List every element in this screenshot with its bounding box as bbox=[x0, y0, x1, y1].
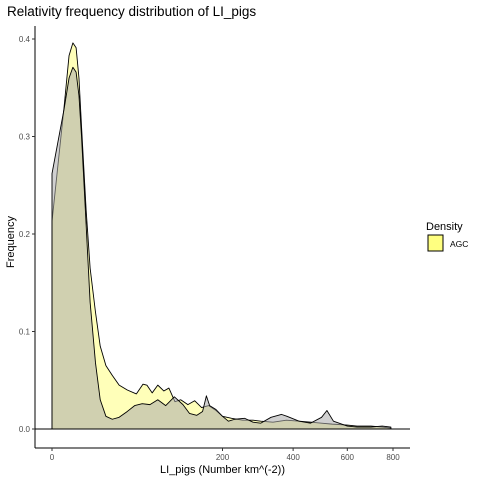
x-tick-label: 600 bbox=[341, 453, 355, 462]
x-tick-label: 200 bbox=[216, 453, 230, 462]
y-tick-label: 0.3 bbox=[19, 133, 31, 142]
density-area-1 bbox=[51, 42, 392, 430]
x-tick-label: 0 bbox=[50, 453, 55, 462]
x-tick-label: 800 bbox=[386, 453, 400, 462]
legend-key-agc bbox=[427, 234, 444, 252]
density-series bbox=[51, 42, 392, 430]
y-tick-label: 0.2 bbox=[19, 230, 31, 239]
y-axis-ticks: 0.0 0.1 0.2 0.3 0.4 bbox=[19, 35, 35, 434]
y-axis-title: Frequency bbox=[5, 216, 17, 268]
y-tick-label: 0.1 bbox=[19, 328, 31, 337]
density-area-2 bbox=[51, 66, 392, 430]
legend: Density AGC bbox=[426, 221, 468, 252]
legend-label-agc: AGC bbox=[450, 239, 468, 249]
legend-title: Density bbox=[426, 221, 463, 233]
x-axis-title: LI_pigs (Number km^(-2)) bbox=[160, 464, 285, 476]
x-axis-ticks: 0 200 400 600 800 bbox=[50, 448, 400, 462]
x-tick-label: 400 bbox=[286, 453, 300, 462]
y-tick-label: 0.4 bbox=[19, 35, 31, 44]
chart-title: Relativity frequency distribution of LI_… bbox=[7, 4, 256, 19]
y-tick-label: 0.0 bbox=[19, 425, 31, 434]
